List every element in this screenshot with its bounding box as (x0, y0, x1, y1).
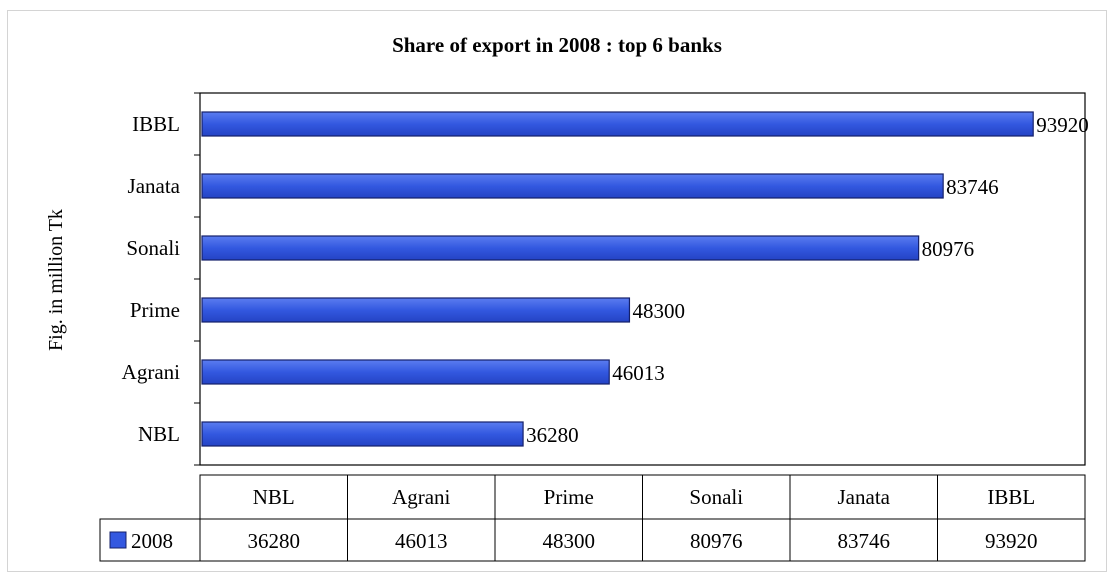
table-header-cell: Prime (544, 485, 594, 509)
table-value-cell: 80976 (690, 529, 743, 553)
chart-title: Share of export in 2008 : top 6 banks (392, 33, 722, 57)
plot-border (199, 92, 1086, 466)
table-value-cell: 83746 (838, 529, 891, 553)
data-label: 83746 (946, 175, 999, 199)
table-header-cell: Agrani (392, 485, 450, 509)
bar (201, 235, 920, 261)
table-value-cell: 46013 (395, 529, 448, 553)
data-label: 48300 (632, 299, 685, 323)
data-label: 46013 (612, 361, 665, 385)
legend-series-name: 2008 (131, 529, 173, 553)
data-label: 36280 (526, 423, 579, 447)
category-label: Agrani (122, 360, 180, 384)
chart-frame (7, 10, 1107, 572)
bar (201, 173, 944, 199)
y-axis-label: Fig. in million Tk (45, 209, 67, 351)
legend-swatch (109, 531, 127, 549)
bar (201, 359, 610, 385)
table-row-border (99, 518, 1086, 562)
table-header-cell: Janata (838, 485, 891, 509)
table-header-cell: Sonali (689, 485, 743, 509)
bar (201, 421, 524, 447)
category-label: Prime (130, 298, 180, 322)
bar (201, 111, 1034, 137)
data-label: 93920 (1036, 113, 1089, 137)
data-label: 80976 (922, 237, 975, 261)
table-value-cell: 48300 (543, 529, 596, 553)
table-header-cell: NBL (253, 485, 295, 509)
category-label: Sonali (126, 236, 180, 260)
table-value-cell: 93920 (985, 529, 1038, 553)
category-label: IBBL (132, 112, 180, 136)
category-label: Janata (128, 174, 181, 198)
bar (201, 297, 631, 323)
table-value-cell: 36280 (248, 529, 301, 553)
category-label: NBL (138, 422, 180, 446)
table-header-cell: IBBL (987, 485, 1035, 509)
